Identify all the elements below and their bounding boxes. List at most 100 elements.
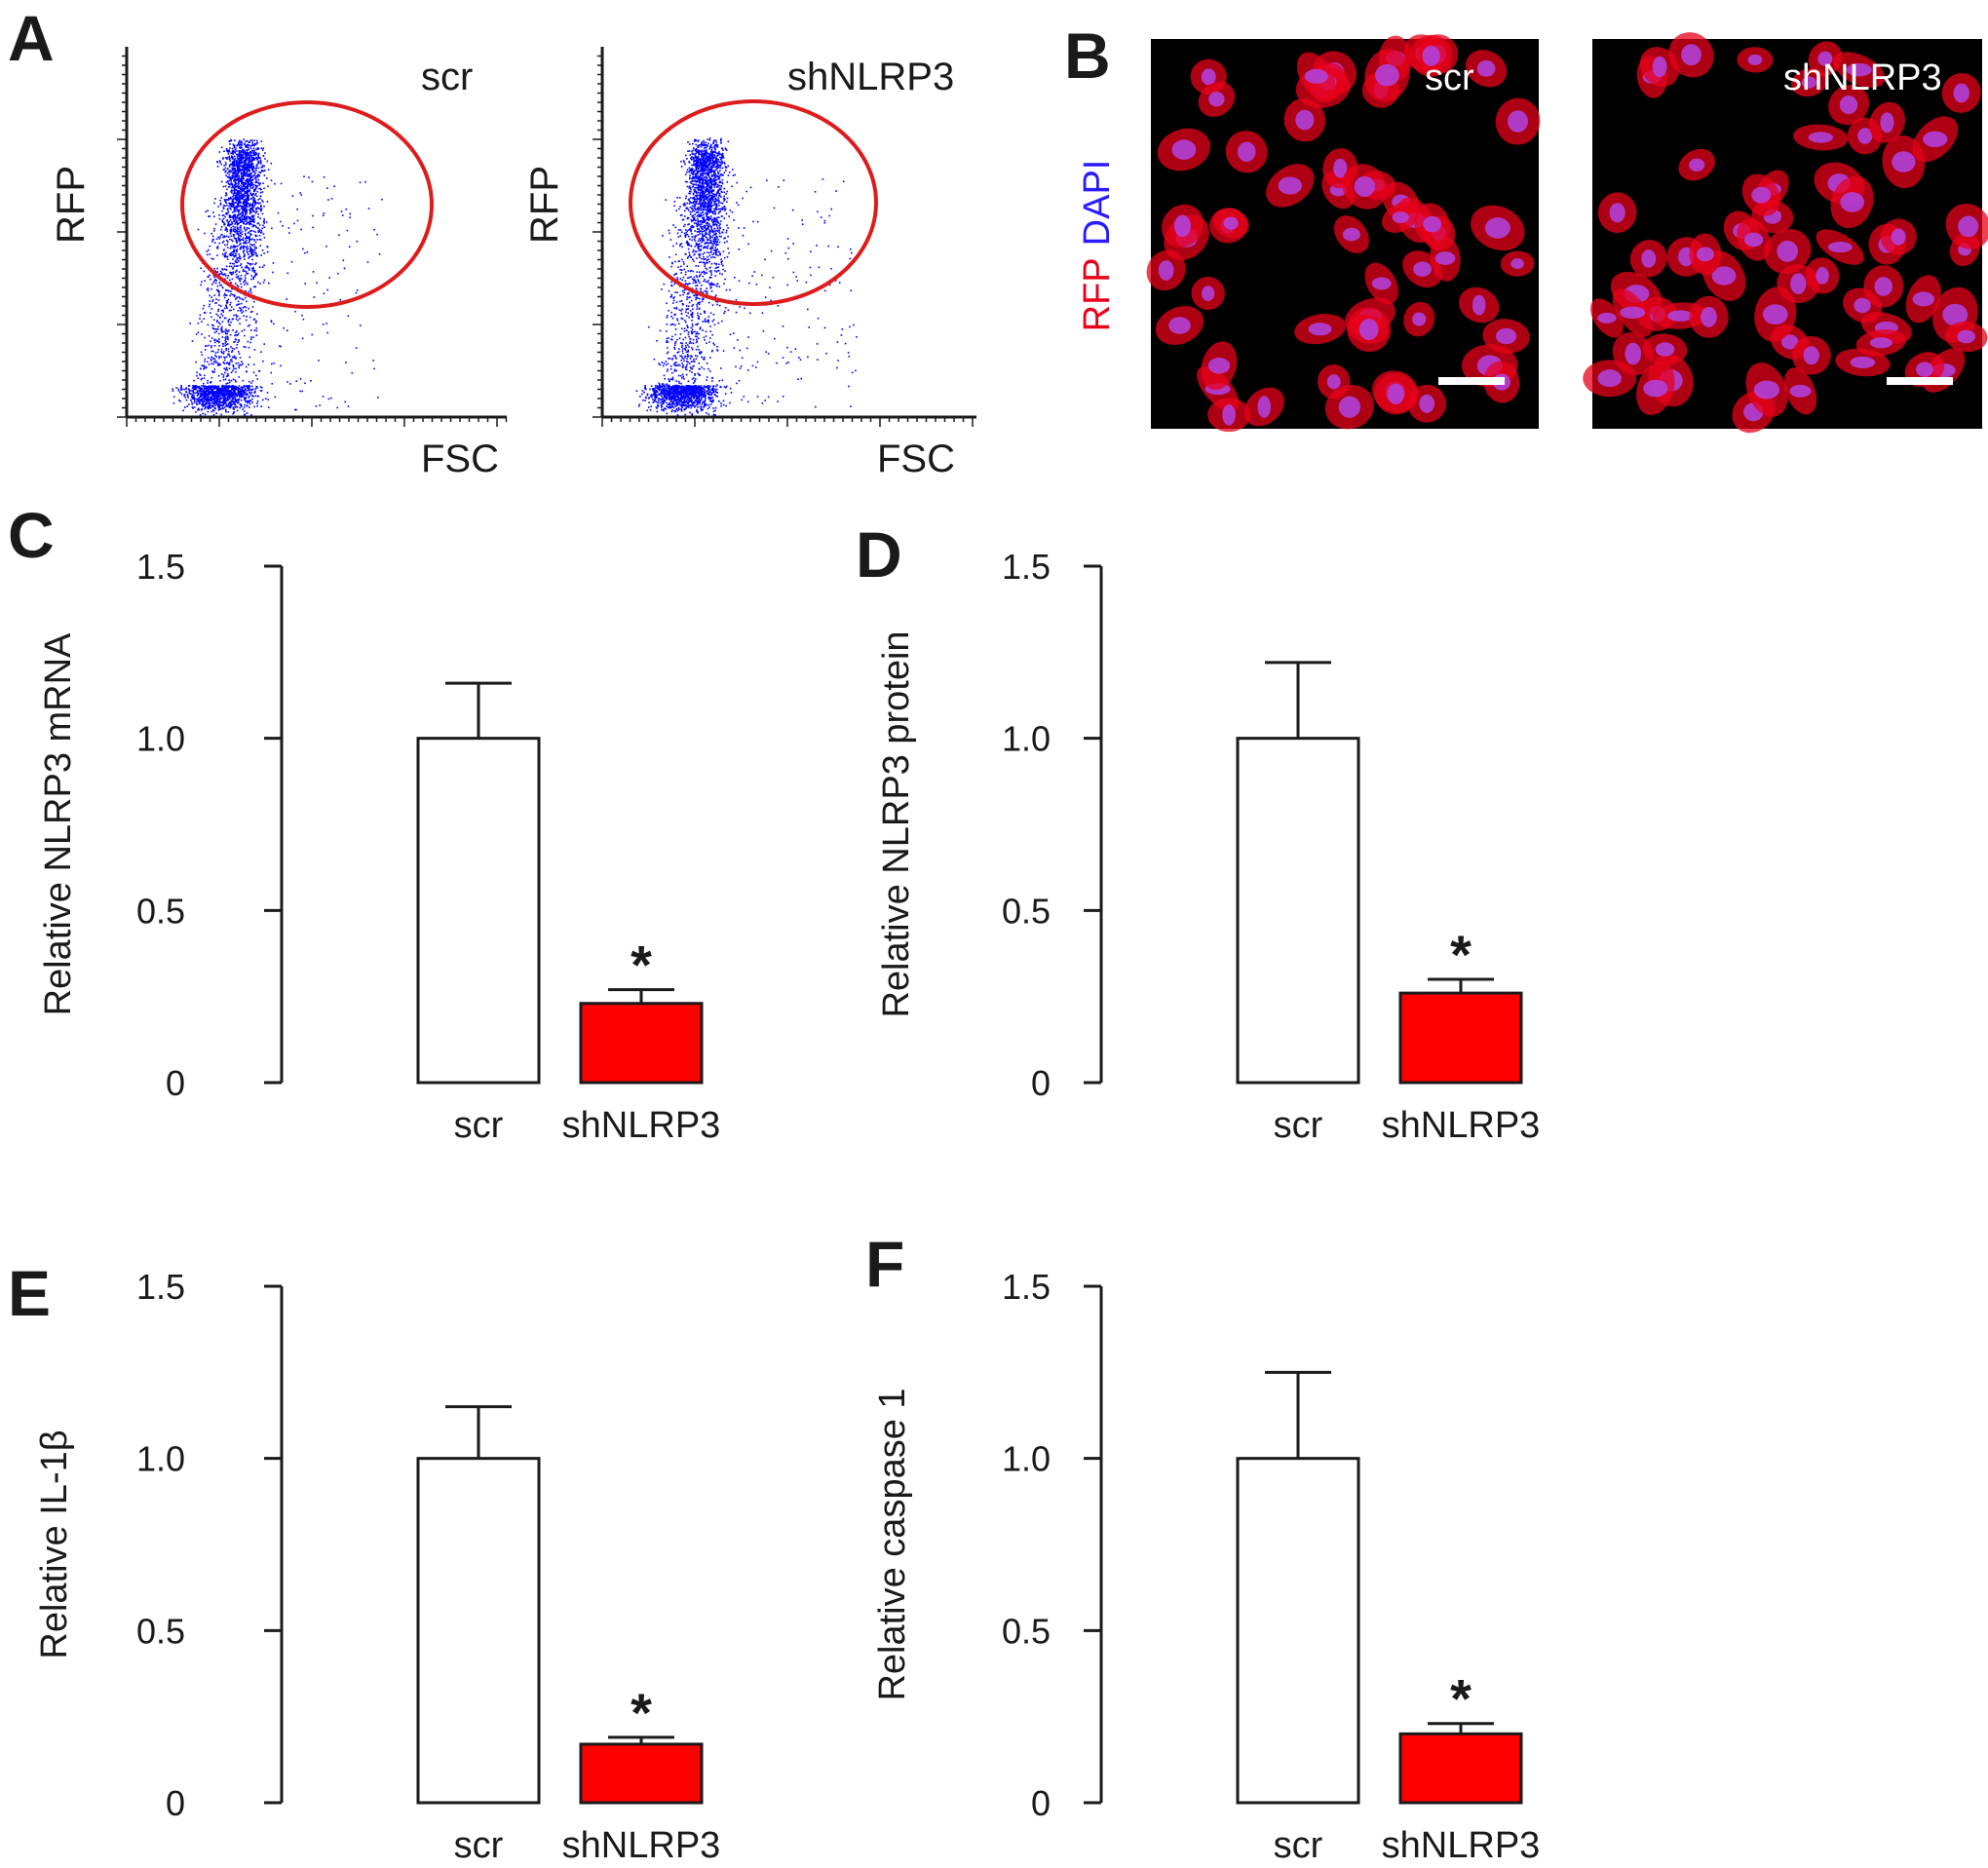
flow-dot xyxy=(702,225,705,228)
flow-dot xyxy=(708,218,711,220)
flow-dot xyxy=(702,202,705,204)
flow-dot xyxy=(244,226,246,229)
flow-dot xyxy=(212,274,215,277)
flow-dot xyxy=(684,180,687,183)
flow-dot xyxy=(236,170,238,172)
flow-dot xyxy=(238,398,241,400)
flow-dot xyxy=(245,140,247,142)
flow-dot xyxy=(222,309,224,312)
flow-dot xyxy=(248,162,249,165)
flow-dot xyxy=(232,365,235,368)
flow-dot xyxy=(691,168,694,170)
flow-dot xyxy=(206,400,208,403)
flow-dot xyxy=(257,281,259,284)
flow-dot xyxy=(248,250,251,252)
flow-dot xyxy=(707,197,708,200)
flow-dot xyxy=(248,217,250,219)
flow-dot xyxy=(241,178,243,181)
flow-dot xyxy=(244,201,247,204)
flow-dot xyxy=(226,228,228,231)
flow-dot xyxy=(710,227,712,229)
flow-dot xyxy=(714,158,717,160)
flow-dot xyxy=(231,162,234,164)
flow-dot xyxy=(238,219,240,221)
flow-dot xyxy=(280,345,282,348)
flow-dot xyxy=(218,406,221,408)
flow-dot xyxy=(218,217,221,220)
flow-dot xyxy=(244,153,247,156)
flow-dot xyxy=(709,186,711,188)
flow-dot xyxy=(708,177,711,179)
flow-dot xyxy=(248,346,250,349)
flow-dot xyxy=(693,163,695,166)
flow-dot xyxy=(244,159,246,162)
flow-dot xyxy=(693,188,695,191)
flow-dot xyxy=(241,197,244,200)
flow-dot xyxy=(695,222,698,225)
flow-dot xyxy=(200,395,202,397)
flow-dot xyxy=(216,399,219,400)
flow-dot xyxy=(229,324,231,326)
flow-dot xyxy=(714,237,716,240)
flow-dot xyxy=(245,213,247,216)
flow-dot xyxy=(233,250,235,253)
flow-dot xyxy=(219,399,221,401)
flow-dot xyxy=(237,142,240,145)
flow-dot xyxy=(231,250,234,253)
flow-dot xyxy=(700,163,703,165)
flow-dot xyxy=(312,214,314,217)
flow-dot xyxy=(206,250,209,252)
flow-dot xyxy=(702,154,704,156)
flow-dot xyxy=(325,323,327,324)
flow-dot xyxy=(199,374,202,376)
flow-dot xyxy=(251,220,254,223)
flow-dot xyxy=(253,405,255,408)
flow-dot xyxy=(236,261,239,263)
flow-dot xyxy=(232,172,234,175)
flow-dot xyxy=(229,147,231,149)
flow-dot xyxy=(713,223,715,226)
flow-dot xyxy=(180,393,183,396)
flow-dot xyxy=(716,155,718,157)
flow-dot xyxy=(213,280,215,283)
flow-dot xyxy=(256,378,259,380)
flow-dot xyxy=(714,198,717,200)
flow-dot xyxy=(255,186,258,188)
flow-dot xyxy=(703,163,706,166)
flow-dot xyxy=(210,400,211,402)
flow-dot xyxy=(712,158,714,160)
flow-dot xyxy=(207,382,209,384)
flow-dot xyxy=(223,317,226,320)
flow-dot xyxy=(254,241,257,244)
flow-dot xyxy=(200,267,202,270)
flow-dot xyxy=(266,250,269,253)
flow-dot xyxy=(233,396,236,398)
flow-dot xyxy=(252,278,254,281)
flow-dot xyxy=(707,196,709,199)
flow-dot xyxy=(237,257,240,259)
flow-dot xyxy=(231,222,234,225)
flow-dot xyxy=(185,388,187,391)
flow-dot xyxy=(732,174,735,176)
flow-dot xyxy=(233,203,235,206)
flow-dot xyxy=(711,162,713,165)
flow-dot xyxy=(713,140,715,142)
flow-dot xyxy=(702,197,704,199)
flow-dot xyxy=(238,332,240,335)
flow-dot xyxy=(255,178,257,181)
flow-dot xyxy=(696,215,699,217)
flow-dot xyxy=(241,155,243,157)
flow-dot xyxy=(226,332,228,335)
flow-dot xyxy=(190,399,192,401)
flow-dot xyxy=(697,184,700,187)
flow-dot xyxy=(223,400,226,402)
flow-dot xyxy=(710,150,713,152)
flow-dot xyxy=(216,161,218,163)
flow-dot xyxy=(213,227,215,230)
flow-dot xyxy=(251,193,253,196)
flow-dot xyxy=(257,162,259,165)
flow-dot xyxy=(238,395,241,397)
flow-dot xyxy=(234,406,237,408)
flow-dot xyxy=(710,290,713,292)
flow-dot xyxy=(254,184,256,187)
